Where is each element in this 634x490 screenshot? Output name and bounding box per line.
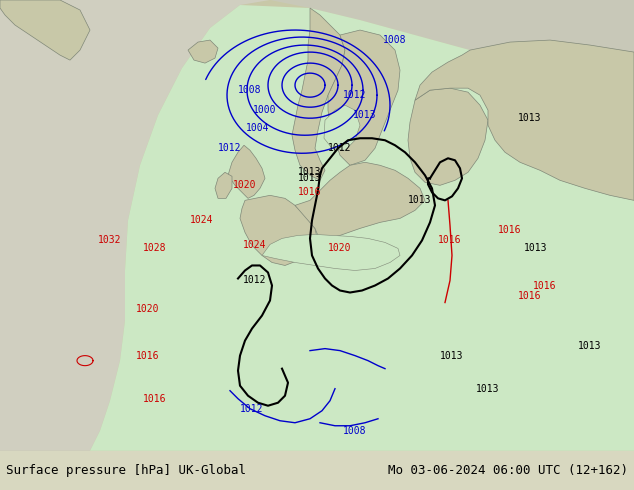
Text: 1012: 1012 [243, 275, 267, 286]
Text: 1020: 1020 [328, 244, 352, 253]
Polygon shape [188, 40, 218, 63]
Text: 1013: 1013 [408, 196, 432, 205]
Text: 1013: 1013 [298, 173, 321, 183]
Polygon shape [324, 105, 360, 150]
Polygon shape [240, 196, 318, 266]
Text: 1016: 1016 [143, 393, 167, 404]
Polygon shape [295, 162, 425, 241]
Text: 1012: 1012 [218, 143, 242, 153]
Polygon shape [292, 8, 345, 180]
Text: Surface pressure [hPa] UK-Global: Surface pressure [hPa] UK-Global [6, 465, 246, 477]
Text: 1013: 1013 [298, 167, 321, 177]
Text: 1032: 1032 [98, 235, 122, 245]
Text: 1020: 1020 [136, 303, 160, 314]
Text: 1008: 1008 [383, 35, 407, 45]
Text: 1013: 1013 [578, 341, 602, 351]
Text: 1008: 1008 [238, 85, 262, 95]
Polygon shape [328, 30, 400, 165]
Polygon shape [262, 234, 400, 270]
Text: 1016: 1016 [533, 280, 557, 291]
Polygon shape [408, 88, 488, 185]
Text: 1012: 1012 [328, 143, 352, 153]
Text: 1016: 1016 [298, 187, 321, 197]
Text: 1012: 1012 [343, 90, 366, 100]
Text: Mo 03-06-2024 06:00 UTC (12+162): Mo 03-06-2024 06:00 UTC (12+162) [388, 465, 628, 477]
Text: 1016: 1016 [136, 351, 160, 361]
Text: 1013: 1013 [518, 113, 541, 123]
Text: 1013: 1013 [353, 110, 377, 120]
Text: 1016: 1016 [518, 291, 541, 300]
Polygon shape [0, 0, 90, 60]
Text: 1016: 1016 [438, 235, 462, 245]
Polygon shape [240, 0, 634, 92]
Text: 1013: 1013 [524, 244, 548, 253]
Polygon shape [215, 172, 232, 198]
Text: 1004: 1004 [246, 123, 269, 133]
Text: 1020: 1020 [233, 180, 257, 190]
Polygon shape [415, 40, 634, 200]
Text: 1013: 1013 [440, 351, 463, 361]
Polygon shape [90, 5, 634, 451]
Text: 1028: 1028 [143, 244, 167, 253]
Text: 1000: 1000 [253, 105, 277, 115]
Text: 1024: 1024 [190, 216, 214, 225]
Text: 1016: 1016 [498, 225, 522, 235]
Text: 1024: 1024 [243, 241, 267, 250]
Text: 1013: 1013 [476, 384, 500, 393]
Polygon shape [228, 145, 265, 198]
Text: 1012: 1012 [240, 404, 264, 414]
Text: 1008: 1008 [343, 426, 366, 436]
Polygon shape [0, 0, 270, 451]
